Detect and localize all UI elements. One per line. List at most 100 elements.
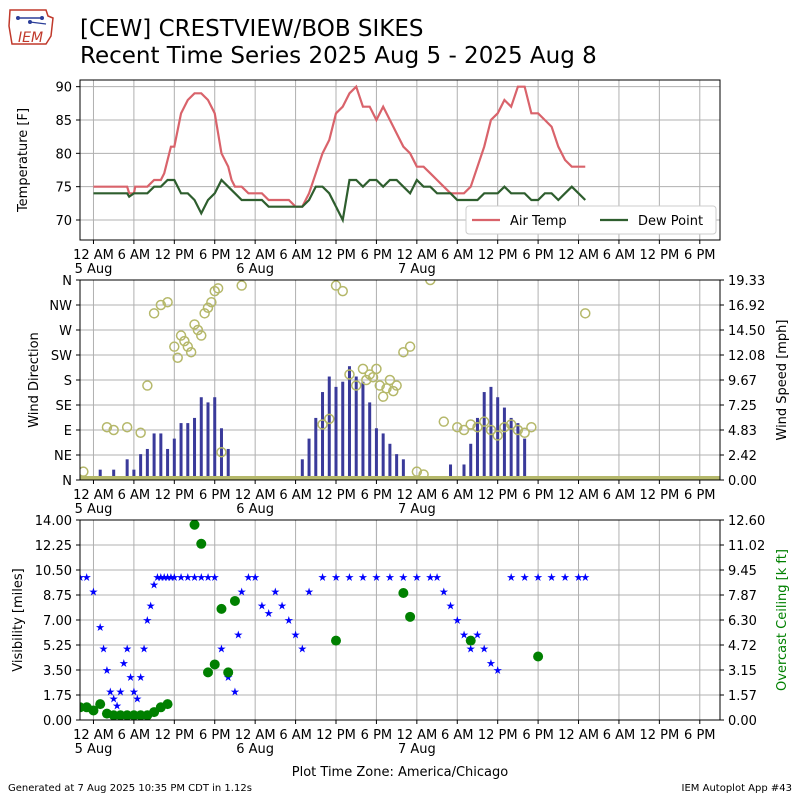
- y-tick-label: 7.00: [43, 614, 72, 629]
- y-tick-label: SE: [56, 399, 72, 414]
- panel-border: [79, 279, 721, 481]
- generated-note: Generated at 7 Aug 2025 10:35 PM CDT in …: [8, 783, 252, 794]
- x-tick-label: 12 AM: [396, 248, 437, 263]
- wind-direction-point: [121, 421, 133, 433]
- wind-direction-point: [80, 466, 89, 477]
- wind-direction-point: [391, 380, 402, 391]
- wind-speed-bar: [509, 417, 513, 480]
- visibility-point: ★: [153, 571, 163, 584]
- x-tick-label: 6 AM: [603, 728, 636, 743]
- y-tick-label: NW: [49, 299, 72, 314]
- wind-speed-bar: [166, 448, 170, 480]
- x-tick-label: 12 AM: [73, 248, 114, 263]
- wind-speed-bar: [347, 366, 351, 480]
- y2-tick-label: 0.00: [728, 714, 757, 729]
- x-tick-label: 12 AM: [396, 728, 437, 743]
- visibility-point: ★: [459, 628, 469, 641]
- x-tick-label: 6 AM: [603, 248, 636, 263]
- visibility-point: ★: [466, 643, 476, 656]
- visibility-point: ★: [95, 621, 105, 634]
- wind-speed-bar: [401, 459, 405, 480]
- wind-direction-point: [206, 296, 217, 308]
- y2-tick-label: 4.83: [728, 424, 757, 439]
- wind-direction-point: [512, 424, 524, 436]
- y2-tick-label: 12.60: [728, 514, 765, 529]
- wind-speed-bar: [199, 397, 203, 480]
- x-tick-label: 6 AM: [603, 488, 636, 503]
- wind-speed-bar: [179, 423, 183, 480]
- y-tick-label: 70: [55, 214, 72, 229]
- visibility-point: ★: [223, 671, 233, 684]
- visibility-point: ★: [371, 571, 381, 584]
- visibility-point: ★: [132, 693, 142, 706]
- wind-direction-point: [371, 363, 382, 375]
- visibility-point: ★: [196, 571, 206, 584]
- wind-speed-bar: [354, 376, 358, 480]
- ceiling-point: [95, 699, 106, 710]
- wind-direction-point: [505, 419, 517, 430]
- wind-speed-bar: [132, 469, 136, 480]
- x-tick-label: 12 PM: [478, 488, 518, 503]
- y-tick-label: 3.50: [43, 664, 72, 679]
- panel-temperature: 12 AM 6 AM 12 PM 6 PM 12 AM 6 AM 12 PM 6 PM 12 A…: [16, 79, 721, 277]
- wind-speed-bar: [98, 469, 102, 480]
- visibility-point: ★: [250, 571, 260, 584]
- y2-tick-label: 16.92: [728, 299, 765, 314]
- wind-speed-bar: [395, 454, 399, 480]
- iem-logo: IEM: [6, 6, 62, 50]
- wind-speed-bar: [226, 448, 230, 480]
- x-tick-label: 12 AM: [558, 728, 599, 743]
- y2-tick-label: 2.42: [728, 449, 757, 464]
- wind-direction-point: [350, 380, 362, 391]
- visibility-point: ★: [412, 571, 422, 584]
- ceiling-point: [203, 667, 213, 678]
- visibility-point: ★: [190, 571, 200, 584]
- visibility-point: ★: [203, 571, 213, 584]
- x-tick-label: 12 PM: [478, 728, 518, 743]
- visibility-point: ★: [574, 571, 584, 584]
- x-tick-label: 6 AM: [441, 248, 474, 263]
- wind-speed-bar: [219, 428, 223, 480]
- wind-speed-bar: [388, 443, 392, 480]
- ceiling-point: [229, 595, 240, 606]
- y2-tick-label: 14.50: [728, 324, 765, 339]
- wind-speed-bar: [475, 417, 479, 480]
- x-tick-label: 12 PM: [640, 728, 680, 743]
- y-tick-label: W: [59, 324, 72, 339]
- ceiling-point: [209, 659, 220, 670]
- y-tick-label: 90: [55, 81, 72, 96]
- wind-direction-point: [472, 421, 483, 433]
- wind-direction-point: [324, 413, 335, 425]
- x-tick-label: 6 PM: [199, 248, 230, 263]
- wind-direction-point: [398, 346, 409, 358]
- visibility-point: ★: [115, 685, 125, 698]
- visibility-point: ★: [89, 585, 99, 598]
- wind-speed-bar: [469, 443, 473, 480]
- wind-direction-point: [418, 469, 429, 480]
- ceiling-point: [533, 651, 544, 662]
- x-date-label: 7 Aug: [398, 742, 436, 757]
- visibility-point: ★: [257, 600, 267, 613]
- wind-direction-point: [465, 419, 476, 430]
- ceiling-point: [398, 588, 409, 599]
- y2-tick-label: 11.02: [728, 539, 765, 554]
- ceiling-point: [216, 603, 227, 614]
- wind-direction-point: [216, 446, 227, 458]
- wind-direction-point: [175, 330, 187, 341]
- visibility-point: ★: [82, 571, 92, 584]
- wind-direction-point: [404, 341, 416, 352]
- y2-tick-label: 1.57: [728, 689, 757, 704]
- wind-speed-bar: [112, 469, 116, 480]
- x-tick-label: 6 AM: [279, 248, 312, 263]
- x-tick-label: 6 PM: [684, 728, 715, 743]
- ceiling-point: [88, 705, 99, 716]
- x-tick-label: 6 AM: [118, 248, 151, 263]
- y2-tick-label: 9.67: [728, 374, 757, 389]
- y2-tick-label: 7.87: [728, 589, 757, 604]
- visibility-point: ★: [159, 571, 169, 584]
- wind-direction-point: [179, 335, 190, 347]
- visibility-point: ★: [139, 643, 149, 656]
- y2-axis-label: Wind Speed [mph]: [775, 320, 790, 441]
- wind-direction-point: [185, 346, 197, 358]
